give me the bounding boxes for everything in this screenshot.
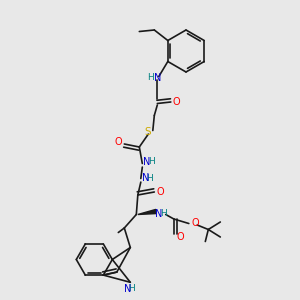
Text: O: O — [177, 232, 184, 242]
Text: N: N — [154, 73, 161, 83]
Text: N: N — [124, 284, 132, 294]
Text: O: O — [172, 97, 180, 107]
Text: O: O — [115, 137, 122, 148]
Polygon shape — [138, 209, 156, 214]
Text: S: S — [144, 127, 151, 137]
Text: H: H — [160, 209, 167, 218]
Text: N: N — [142, 173, 149, 184]
Text: H: H — [147, 74, 154, 82]
Text: O: O — [157, 187, 164, 197]
Text: H: H — [128, 284, 135, 293]
Text: O: O — [191, 218, 199, 229]
Text: N: N — [155, 208, 163, 219]
Text: N: N — [143, 157, 151, 167]
Text: H: H — [146, 174, 153, 183]
Text: H: H — [148, 158, 155, 166]
